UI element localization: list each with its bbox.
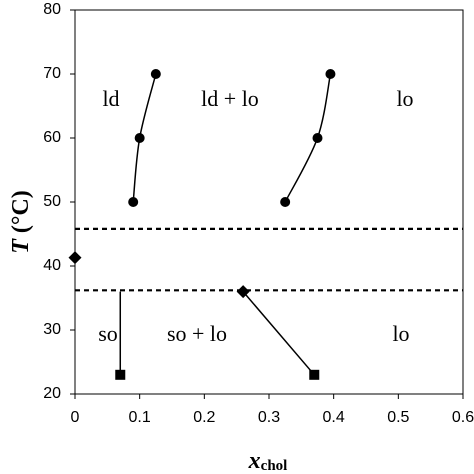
x-tick-label: 0.2 (193, 409, 215, 426)
y-axis-label: T (°C) (8, 190, 34, 254)
data-point (128, 197, 139, 207)
data-point (280, 197, 291, 207)
data-point (309, 369, 320, 380)
x-tick-label: 0.3 (258, 409, 280, 426)
data-point (312, 133, 323, 143)
data-point (68, 251, 82, 265)
y-axis-label-unit: (°C) (8, 190, 34, 233)
x-axis-label-sub: chol (261, 458, 288, 474)
region-label: lo (392, 321, 409, 346)
x-axis-label-main: x (248, 448, 261, 474)
x-tick-label: 0.5 (387, 409, 409, 426)
y-axis-label-main: T (8, 238, 34, 254)
region-label: ld + lo (201, 86, 259, 111)
x-tick-label: 0.1 (129, 409, 151, 426)
y-tick-label: 80 (43, 1, 61, 18)
y-tick-label: 70 (43, 65, 61, 82)
data-point (325, 69, 336, 79)
region-label: ld (102, 86, 119, 111)
y-tick-label: 30 (43, 321, 61, 338)
y-tick-label: 60 (43, 129, 61, 146)
data-point (150, 69, 161, 79)
x-tick-label: 0 (71, 409, 80, 426)
data-point (115, 369, 126, 380)
x-tick-label: 0.6 (452, 409, 474, 426)
region-label: so + lo (167, 321, 227, 346)
connector-line (242, 291, 315, 376)
y-tick-label: 20 (43, 385, 61, 402)
x-tick-label: 0.4 (323, 409, 345, 426)
region-label: so (98, 321, 118, 346)
x-axis-label: xchol (248, 448, 288, 474)
y-tick-label: 50 (43, 193, 61, 210)
data-point (236, 285, 250, 299)
data-point (134, 133, 145, 143)
y-tick-label: 40 (43, 257, 61, 274)
phase-boundary (284, 73, 332, 203)
region-label: lo (396, 86, 413, 111)
